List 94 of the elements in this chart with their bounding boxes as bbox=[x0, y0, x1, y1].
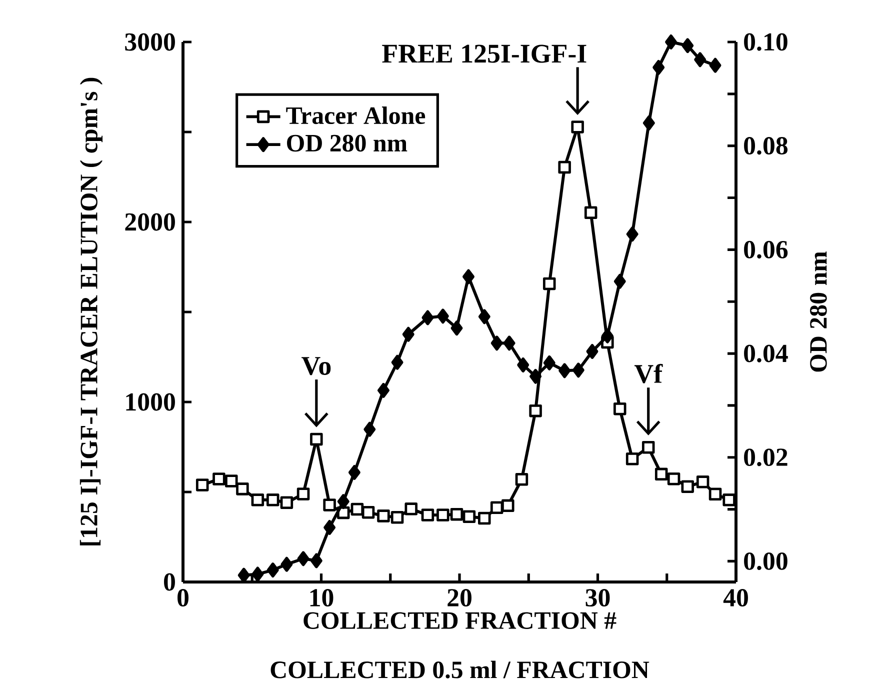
point bbox=[584, 206, 598, 220]
x-tick-label: 0 bbox=[178, 589, 188, 607]
point bbox=[350, 502, 364, 516]
point bbox=[364, 422, 376, 437]
point bbox=[694, 52, 706, 68]
y-tick-label: 0 bbox=[164, 573, 175, 591]
y-tick-label: 3000 bbox=[125, 33, 175, 51]
x-tick-label: 10 bbox=[310, 589, 334, 607]
point bbox=[515, 473, 528, 486]
point bbox=[323, 498, 336, 512]
point bbox=[252, 566, 264, 582]
x-tick-label: 30 bbox=[586, 589, 610, 607]
point bbox=[601, 328, 614, 344]
point bbox=[502, 499, 514, 512]
y2-tick-label: 0.02 bbox=[744, 448, 788, 466]
point bbox=[266, 562, 279, 578]
point bbox=[402, 326, 414, 342]
y2-tick-label: 0.10 bbox=[744, 33, 788, 51]
point bbox=[225, 474, 238, 488]
point bbox=[654, 468, 668, 481]
point bbox=[348, 464, 360, 480]
point bbox=[280, 556, 293, 572]
annotation: Vf bbox=[634, 364, 663, 384]
point bbox=[390, 511, 404, 524]
point bbox=[708, 488, 722, 501]
y2-tick-label: 0.00 bbox=[744, 552, 788, 570]
point bbox=[652, 60, 665, 75]
point bbox=[450, 508, 464, 521]
annotation: FREE 125I-IGF-I bbox=[382, 44, 586, 63]
point bbox=[665, 34, 678, 50]
point bbox=[462, 269, 474, 284]
point bbox=[558, 160, 571, 174]
point bbox=[391, 354, 404, 370]
point bbox=[613, 402, 626, 416]
point bbox=[280, 496, 294, 509]
point bbox=[614, 274, 626, 289]
y2-tick-label: 0.04 bbox=[744, 344, 788, 362]
x-tick-label: 40 bbox=[723, 589, 748, 607]
point bbox=[503, 336, 516, 351]
point bbox=[377, 510, 390, 522]
point bbox=[626, 226, 638, 242]
point bbox=[571, 120, 584, 134]
point bbox=[478, 309, 490, 324]
point bbox=[542, 277, 556, 290]
point bbox=[572, 362, 584, 378]
point bbox=[297, 551, 310, 566]
point bbox=[529, 404, 542, 418]
y-tick-label: 1000 bbox=[126, 393, 175, 411]
y-axis-title: [125 I]-IGF-I TRACER ELUTION ( cpm's ) bbox=[80, 78, 103, 546]
point bbox=[310, 432, 323, 446]
point bbox=[642, 116, 655, 130]
point bbox=[296, 488, 310, 500]
point bbox=[709, 58, 722, 73]
point bbox=[362, 506, 375, 519]
point bbox=[377, 382, 390, 398]
point bbox=[462, 510, 476, 524]
point bbox=[450, 320, 463, 336]
point bbox=[324, 520, 336, 535]
y2-tick-label: 0.08 bbox=[744, 137, 788, 155]
point bbox=[682, 38, 694, 54]
point bbox=[251, 494, 264, 506]
y2-tick-label: 0.06 bbox=[744, 240, 788, 258]
point bbox=[310, 553, 322, 568]
y-tick-label: 2000 bbox=[125, 213, 175, 231]
text: COLLECTED 0.5 ml / FRACTION bbox=[270, 660, 650, 678]
y2-axis-title: OD 280 nm bbox=[810, 252, 827, 372]
point bbox=[667, 472, 680, 486]
point bbox=[517, 357, 530, 372]
legend-label: OD 280 nm bbox=[287, 134, 408, 152]
point bbox=[626, 452, 639, 466]
point bbox=[722, 494, 736, 506]
point bbox=[478, 512, 491, 525]
point bbox=[681, 480, 694, 493]
legend-label: Tracer Alone bbox=[286, 106, 426, 124]
point bbox=[586, 344, 598, 359]
annotation: Vo bbox=[302, 357, 331, 376]
point bbox=[490, 336, 503, 351]
point bbox=[436, 308, 449, 324]
point bbox=[696, 476, 710, 488]
point bbox=[196, 478, 209, 492]
point bbox=[212, 472, 226, 486]
point bbox=[558, 363, 571, 378]
point bbox=[543, 355, 556, 370]
x-axis-title: COLLECTED FRACTION # bbox=[304, 612, 616, 629]
point bbox=[436, 508, 450, 522]
point bbox=[404, 502, 418, 516]
point bbox=[236, 482, 249, 496]
point bbox=[422, 310, 434, 326]
point bbox=[266, 494, 280, 506]
point bbox=[642, 440, 655, 454]
point bbox=[421, 508, 434, 522]
point bbox=[337, 494, 350, 509]
point bbox=[530, 368, 542, 384]
x-tick-label: 20 bbox=[448, 589, 472, 607]
